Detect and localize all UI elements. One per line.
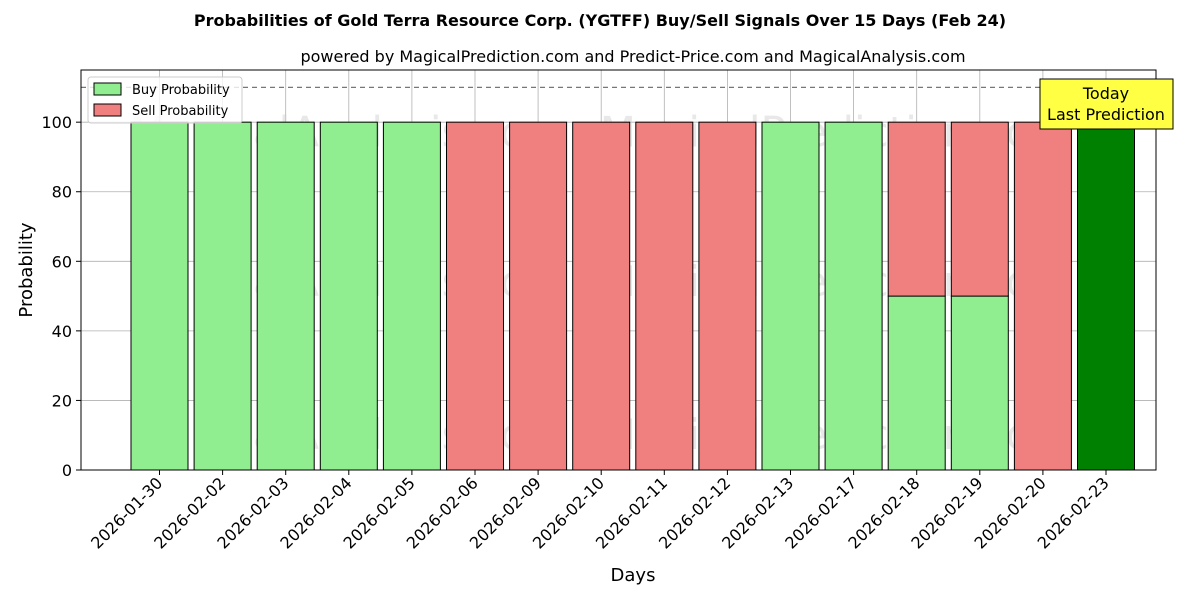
bar-sell: [887, 121, 946, 297]
bar-buy: [256, 121, 315, 471]
bar-buy: [1077, 121, 1135, 471]
legend-swatch-buy: [93, 82, 122, 96]
legend: Buy Probability Sell Probability: [87, 76, 243, 124]
y-tick-label: 100: [41, 113, 72, 132]
bar-buy: [761, 121, 820, 471]
y-tick-label: 0: [62, 461, 72, 480]
bar-sell: [1013, 121, 1072, 471]
bar-buy: [130, 121, 189, 471]
y-tick-label: 60: [52, 252, 72, 271]
bar-sell: [635, 121, 694, 471]
today-annotation: Today Last Prediction: [1039, 78, 1174, 130]
bar-sell: [950, 121, 1009, 297]
y-tick-label: 40: [52, 322, 72, 341]
bar-sell: [572, 121, 631, 471]
bar-buy: [193, 121, 252, 471]
x-axis-label: Days: [611, 565, 656, 586]
legend-label-buy: Buy Probability: [132, 83, 230, 98]
plot-frame: [80, 69, 1157, 471]
annotation-box: [1039, 78, 1174, 130]
annotation-line1: Today: [1082, 84, 1129, 103]
y-axis-label: Probability: [16, 222, 37, 317]
legend-swatch-sell: [93, 103, 122, 117]
bar-buy: [319, 121, 378, 471]
bar-buy: [382, 121, 441, 471]
bar-sell: [509, 121, 568, 471]
annotation-line2: Last Prediction: [1047, 105, 1165, 124]
x-axis: 2026-01-302026-02-022026-02-032026-02-04…: [87, 470, 1113, 553]
y-tick-label: 20: [52, 391, 72, 410]
chart-subtitle: powered by MagicalPrediction.com and Pre…: [300, 47, 965, 66]
y-axis: 0 20 40 60 80 100: [41, 113, 81, 480]
legend-box: [87, 76, 243, 124]
chart-title: Probabilities of Gold Terra Resource Cor…: [194, 11, 1006, 30]
bar-buy: [950, 295, 1009, 471]
bars: [130, 121, 1135, 471]
legend-label-sell: Sell Probability: [132, 104, 229, 119]
bar-sell: [446, 121, 504, 471]
bar-buy: [887, 295, 946, 471]
y-tick-label: 80: [52, 183, 72, 202]
bar-buy: [824, 121, 883, 471]
bar-sell: [698, 121, 757, 471]
